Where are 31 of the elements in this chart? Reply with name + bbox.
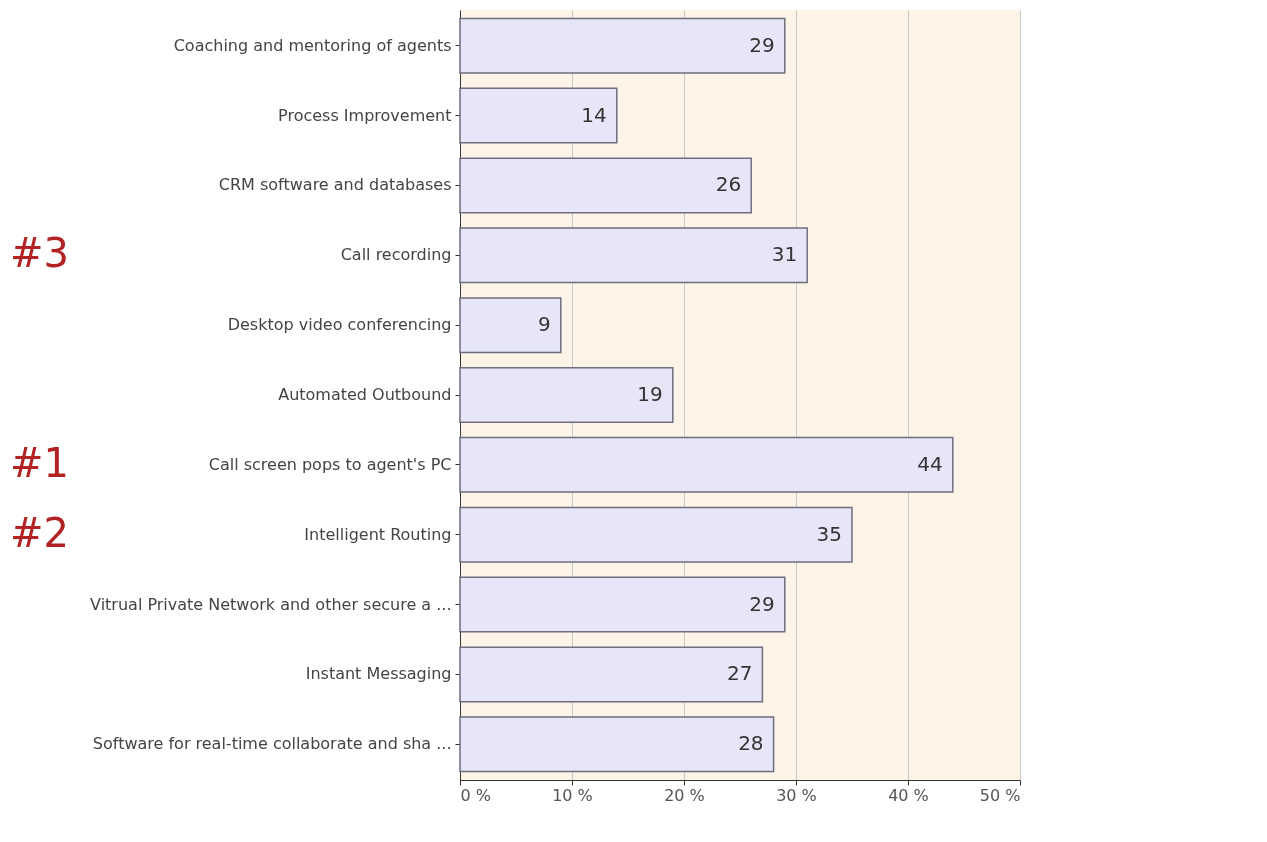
y-tick-label: Automated Outbound [278,385,452,404]
x-tick-label: 0 % [460,785,491,805]
data-label: 14 [581,102,607,127]
data-label: 29 [749,32,775,57]
data-label: 19 [637,382,663,406]
data-label: 26 [715,172,742,197]
data-label: 31 [771,242,798,267]
data-label: 9 [538,312,551,337]
y-tick-label: Call screen pops to agent's PC [208,454,452,474]
text: #3 [10,230,69,277]
data-label: 28 [738,731,764,756]
y-tick-label: Software for real-time collaborate and sha ... [92,734,452,754]
y-tick-label: Call recording [340,245,452,265]
x-tick-label: 40 % [888,785,929,805]
data-label: 27 [726,661,753,686]
y-tick-label: Instant Messaging [305,664,452,684]
x-tick-label: 30 % [776,785,817,805]
y-tick-label: CRM software and databases [218,175,452,195]
data-label: 35 [816,521,842,546]
data-label: 44 [917,451,943,476]
x-tick-label: 10 % [552,785,593,805]
y-tick-label: Coaching and mentoring of agents [173,35,452,55]
y-tick-label: Process Improvement [278,105,452,125]
data-label: 29 [749,591,775,616]
y-tick-label: Vitrual Private Network and other secure a ... [90,594,452,614]
x-tick-label: 50 % [979,785,1021,805]
y-tick-label: Intelligent Routing [304,524,452,544]
x-tick-label: 20 % [664,785,705,805]
text: #1 [10,439,69,486]
y-tick-label: Desktop video conferencing [227,315,452,335]
text: #2 [10,509,69,556]
